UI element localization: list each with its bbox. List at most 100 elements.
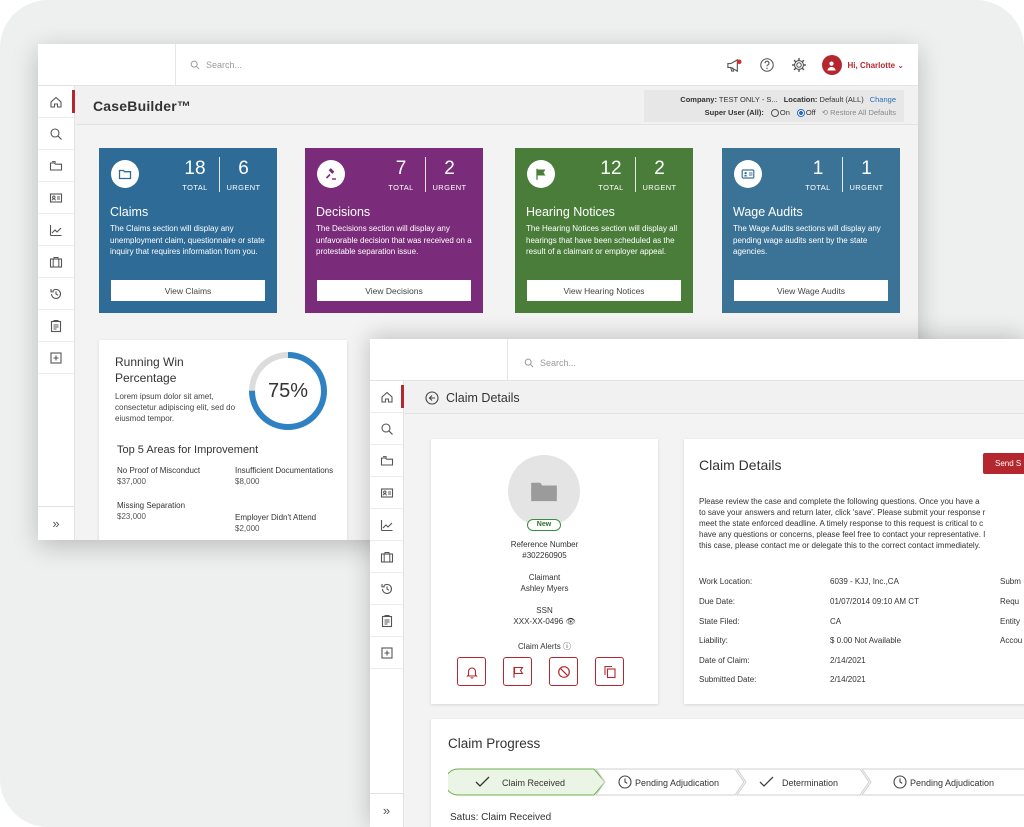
search-box[interactable]: Search... [190, 60, 242, 70]
flag-icon [512, 666, 524, 678]
panel-description: Lorem ipsum dolor sit amet, consectetur … [115, 392, 236, 423]
card-description: The Decisions section will display any u… [316, 224, 472, 256]
urgent-label: URGENT [642, 183, 677, 192]
view-claims-button[interactable]: View Claims [111, 280, 265, 301]
check-icon [475, 776, 490, 787]
avatar[interactable] [821, 55, 842, 75]
user-greeting[interactable]: Hi, Charlotte ⌄ [847, 60, 905, 70]
status-text: Satus: Claim Received [450, 812, 552, 823]
top-bar: Search... Hi, Charlotte ⌄ [38, 44, 918, 86]
bell-alert-button[interactable] [457, 657, 486, 686]
eye-icon[interactable]: 👁 [565, 617, 576, 626]
search-box[interactable]: Search... [524, 358, 576, 368]
sidebar-item-claims[interactable] [38, 150, 74, 182]
search-placeholder[interactable]: Search... [540, 358, 577, 368]
donut-arc [249, 352, 327, 430]
sidebar-item-history[interactable] [38, 278, 74, 310]
search-icon [524, 358, 534, 368]
step-label[interactable]: Pending Adjudication [635, 778, 720, 788]
restore-defaults-link[interactable]: ⟲ Restore All Defaults [821, 108, 896, 117]
ssn: SSN XXX-XX-0496 👁 [513, 606, 576, 626]
step-label[interactable]: Pending Adjudication [910, 778, 995, 788]
page-header: Claim Details [405, 382, 1024, 414]
wage-audits-total: 1 [812, 158, 824, 179]
field-label: Requ [1000, 597, 1020, 606]
block-alert-button[interactable] [549, 657, 578, 686]
bell-icon [465, 666, 478, 679]
plus-box-icon [380, 646, 393, 659]
card-description: The Hearing Notices section will display… [526, 224, 678, 256]
sidebar-item-contacts[interactable] [370, 477, 403, 509]
claim-details-window: Search... » Claim Details New Reference … [370, 339, 1024, 827]
sidebar-item-search[interactable] [370, 413, 403, 445]
change-link[interactable]: Change [869, 95, 896, 104]
megaphone-icon[interactable] [726, 56, 744, 74]
alert-buttons [457, 657, 624, 686]
card-title: Claims [110, 205, 149, 219]
wage-audits-urgent: 1 [861, 158, 872, 179]
step-determination[interactable] [736, 768, 870, 796]
search-icon [50, 127, 62, 140]
step-label[interactable]: Claim Received [502, 778, 566, 788]
field-label: Liability: [699, 636, 728, 645]
sidebar-item-jobs[interactable] [370, 541, 403, 573]
view-wage-audits-button[interactable]: View Wage Audits [734, 280, 888, 301]
sidebar-item-add[interactable] [370, 637, 403, 669]
id-card-icon [49, 192, 63, 203]
super-user-label: Super User (All): [704, 108, 764, 117]
copy-alert-button[interactable] [595, 657, 624, 686]
step-claim-received[interactable] [448, 768, 606, 796]
clipboard-icon [381, 614, 392, 627]
info-icon[interactable]: ⓘ [562, 642, 571, 651]
top-icons: Hi, Charlotte ⌄ [726, 44, 905, 86]
company-info: Company: TEST ONLY - S... [680, 95, 778, 104]
sidebar-expand-button[interactable]: » [370, 793, 403, 827]
card-description: The Claims section will display any unem… [110, 224, 265, 256]
sidebar-item-add[interactable] [38, 342, 74, 374]
folder-icon [508, 455, 580, 527]
sidebar-expand-button[interactable]: » [38, 506, 74, 540]
search-placeholder[interactable]: Search... [206, 60, 243, 70]
top-bar: Search... [370, 339, 1024, 381]
sidebar-item-history[interactable] [370, 573, 403, 605]
search-icon [190, 60, 200, 70]
app-title: CaseBuilder™ [93, 98, 192, 114]
send-button[interactable]: Send S [983, 453, 1024, 474]
sidebar-item-claims[interactable] [370, 445, 403, 477]
step-label[interactable]: Determination [782, 778, 839, 788]
chart-icon [49, 224, 62, 236]
step-pending-adjudication-2[interactable] [861, 768, 1024, 796]
copy-icon [603, 665, 616, 678]
field-value: 2/14/2021 [830, 656, 866, 665]
clipboard-icon [50, 319, 62, 332]
claims-urgent: 6 [238, 158, 249, 179]
sidebar-item-search[interactable] [38, 118, 74, 150]
page-header: CaseBuilder™ Company: TEST ONLY - S... L… [76, 87, 918, 125]
super-user-on-radio[interactable]: On [770, 108, 790, 117]
view-hearing-notices-button[interactable]: View Hearing Notices [527, 280, 681, 301]
help-icon[interactable] [758, 56, 776, 74]
view-decisions-button[interactable]: View Decisions [317, 280, 471, 301]
plus-box-icon [50, 351, 62, 364]
field-label: Date of Claim: [699, 656, 750, 665]
instructions-text: Please review the case and complete the … [699, 497, 986, 550]
folders-icon [49, 160, 63, 171]
sidebar-item-contacts[interactable] [38, 182, 74, 214]
flag-alert-button[interactable] [503, 657, 532, 686]
sidebar-item-reports[interactable] [38, 214, 74, 246]
sidebar-item-jobs[interactable] [38, 246, 74, 278]
briefcase-icon [380, 551, 393, 563]
field-label: State Filed: [699, 617, 740, 626]
gear-icon[interactable] [790, 56, 808, 74]
sidebar-item-home[interactable] [370, 381, 404, 413]
chart-icon [380, 519, 392, 531]
sidebar-item-tasks[interactable] [370, 605, 403, 637]
sidebar: » [370, 381, 404, 827]
step-pending-adjudication[interactable] [595, 768, 745, 796]
urgent-label: URGENT [432, 183, 467, 192]
sidebar-item-reports[interactable] [370, 509, 403, 541]
back-arrow-icon[interactable] [425, 391, 439, 405]
sidebar-item-tasks[interactable] [38, 310, 74, 342]
super-user-off-radio[interactable]: Off [796, 108, 816, 117]
sidebar-item-home[interactable] [38, 86, 75, 118]
